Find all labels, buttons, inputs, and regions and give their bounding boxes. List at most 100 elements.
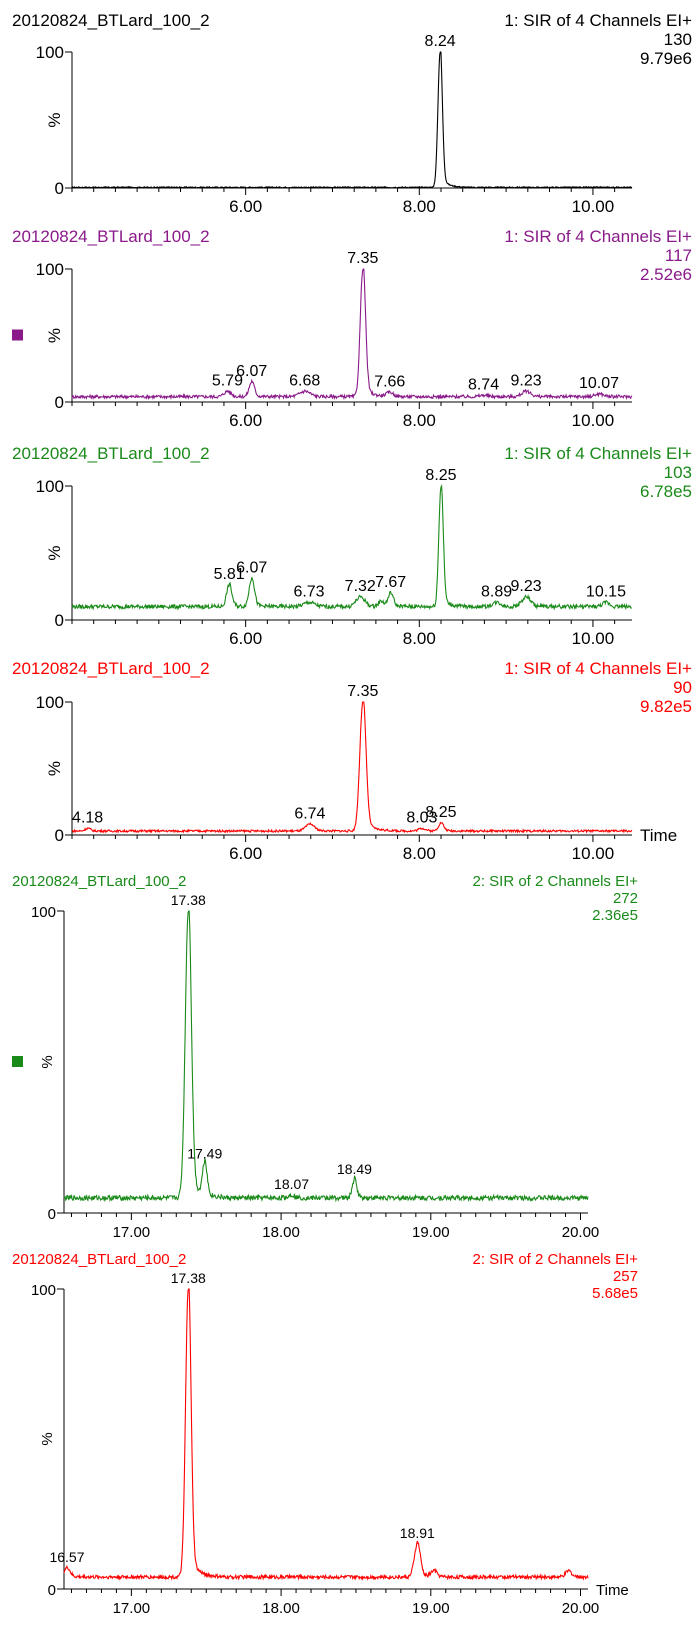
x-tick-label: 19.00: [412, 1224, 450, 1241]
peak-label: 8.89: [481, 584, 512, 601]
y-tick-label: 0: [55, 179, 64, 198]
x-tick-label: 19.00: [412, 1600, 450, 1617]
x-tick-label: 17.00: [113, 1224, 151, 1241]
trace-panel-1: 20120824_BTLard_100_2 1: SIR of 4 Channel…: [12, 11, 692, 216]
trace-color-marker: [12, 1056, 23, 1067]
function-label: 1: SIR of 4 Channels EI+: [504, 227, 692, 246]
peak-label: 7.66: [374, 374, 405, 391]
x-tick-label: 20.00: [562, 1600, 600, 1617]
peak-label: 5.81: [214, 566, 245, 583]
x-tick-label: 18.00: [262, 1600, 300, 1617]
mass-label: 257: [613, 1268, 638, 1285]
y-axis-label: %: [45, 328, 64, 343]
trace-line: [63, 1288, 589, 1581]
trace-panel-2: 20120824_BTLard_100_2 1: SIR of 4 Channel…: [12, 227, 692, 430]
trace-line: [71, 268, 633, 401]
y-tick-label: 0: [55, 826, 64, 845]
x-tick-label: 10.00: [572, 197, 615, 216]
peak-label: 17.38: [171, 1270, 206, 1286]
intensity-label: 5.68e5: [592, 1285, 638, 1302]
peak-label: 8.74: [468, 376, 499, 393]
peak-label: 4.18: [72, 809, 103, 826]
peak-label: 18.91: [400, 1525, 435, 1541]
intensity-label: 6.78e5: [640, 482, 692, 501]
function-label: 2: SIR of 2 Channels EI+: [472, 1251, 638, 1268]
y-tick-label: 0: [55, 393, 64, 412]
sample-name: 20120824_BTLard_100_2: [12, 444, 210, 463]
peak-label: 6.07: [236, 559, 267, 576]
trace-panel-3: 20120824_BTLard_100_2 1: SIR of 4 Channel…: [12, 444, 692, 648]
mass-label: 103: [664, 463, 692, 482]
intensity-label: 2.36e5: [592, 907, 638, 924]
x-tick-label: 17.00: [113, 1600, 151, 1617]
x-tick-label: 20.00: [562, 1224, 600, 1241]
peak-label: 8.25: [425, 804, 456, 821]
peak-label: 5.79: [212, 372, 243, 389]
trace-line: [63, 910, 589, 1203]
x-tick-label: 6.00: [229, 844, 262, 863]
peak-label: 18.49: [337, 1161, 372, 1177]
x-tick-label: 6.00: [229, 197, 262, 216]
x-tick-label: 10.00: [572, 411, 615, 430]
peak-label: 8.25: [425, 467, 456, 484]
function-label: 2: SIR of 2 Channels EI+: [472, 873, 638, 890]
x-tick-label: 18.00: [262, 1224, 300, 1241]
y-axis-label: %: [39, 1055, 56, 1068]
y-tick-label: 100: [36, 260, 64, 279]
x-axis-label: Time: [596, 1582, 629, 1599]
x-axis-label: Time: [640, 826, 677, 845]
trace-line: [71, 51, 633, 189]
trace-line: [71, 701, 633, 834]
x-tick-label: 6.00: [229, 411, 262, 430]
peak-label: 6.74: [294, 805, 325, 822]
intensity-label: 9.79e6: [640, 49, 692, 68]
mass-label: 130: [664, 30, 692, 49]
peak-label: 7.67: [375, 574, 406, 591]
trace-color-marker: [12, 329, 23, 341]
function-label: 1: SIR of 4 Channels EI+: [504, 444, 692, 463]
sample-name: 20120824_BTLard_100_2: [12, 1251, 186, 1268]
peak-label: 17.49: [187, 1146, 222, 1162]
x-tick-label: 8.00: [403, 197, 436, 216]
sample-name: 20120824_BTLard_100_2: [12, 873, 186, 890]
x-tick-label: 6.00: [229, 629, 262, 648]
y-tick-label: 100: [36, 693, 64, 712]
sample-name: 20120824_BTLard_100_2: [12, 659, 210, 678]
intensity-label: 2.52e6: [640, 265, 692, 284]
y-axis-label: %: [45, 761, 64, 776]
y-axis-label: %: [45, 112, 64, 127]
intensity-label: 9.82e5: [640, 697, 692, 716]
peak-label: 8.03: [406, 809, 437, 826]
peak-label: 10.07: [579, 375, 619, 392]
x-tick-label: 10.00: [572, 629, 615, 648]
y-tick-label: 0: [55, 611, 64, 630]
x-tick-label: 8.00: [403, 411, 436, 430]
peak-label: 17.38: [171, 892, 206, 908]
y-tick-label: 0: [48, 1206, 56, 1223]
trace-panel-6: 20120824_BTLard_100_2 2: SIR of 2 Channel…: [12, 1251, 638, 1617]
peak-label: 9.23: [511, 372, 542, 389]
mass-label: 117: [665, 246, 692, 265]
peak-label: 8.24: [425, 33, 456, 50]
peak-label: 10.15: [586, 584, 626, 601]
x-tick-label: 8.00: [403, 844, 436, 863]
peak-label: 7.35: [347, 250, 378, 267]
peak-label: 7.35: [347, 683, 378, 700]
y-tick-label: 0: [48, 1582, 56, 1599]
peak-label: 6.68: [289, 372, 320, 389]
trace-line: [71, 484, 633, 611]
y-tick-label: 100: [36, 477, 64, 496]
peak-label: 6.73: [293, 584, 324, 601]
peak-label: 9.23: [511, 578, 542, 595]
sample-name: 20120824_BTLard_100_2: [12, 11, 210, 30]
mass-label: 90: [673, 678, 692, 697]
y-tick-label: 100: [36, 43, 64, 62]
peak-label: 16.57: [49, 1549, 84, 1565]
function-label: 1: SIR of 4 Channels EI+: [504, 11, 692, 30]
y-tick-label: 100: [31, 1282, 56, 1299]
y-axis-label: %: [45, 545, 64, 560]
sample-name: 20120824_BTLard_100_2: [12, 227, 210, 246]
trace-panel-5: 20120824_BTLard_100_2 2: SIR of 2 Channel…: [12, 873, 638, 1241]
trace-panel-4: 20120824_BTLard_100_2 1: SIR of 4 Channel…: [12, 659, 692, 863]
